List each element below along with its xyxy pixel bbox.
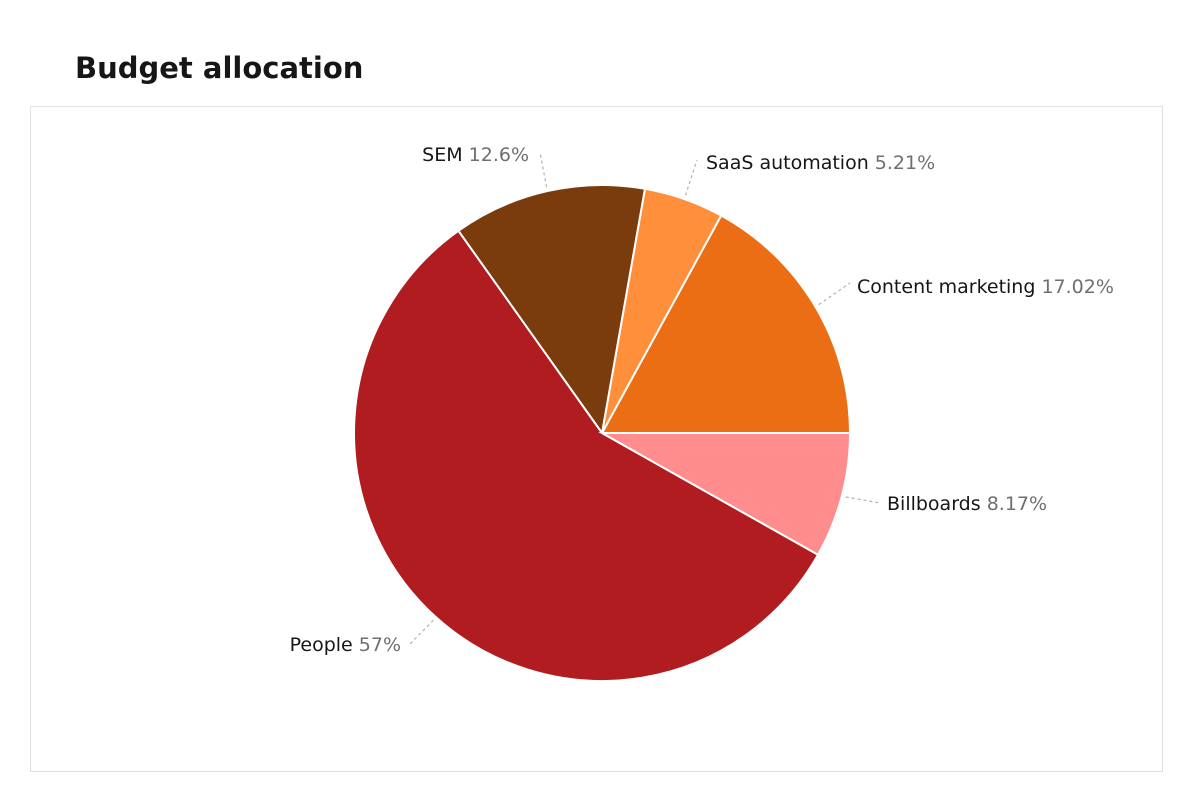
chart-title: Budget allocation	[75, 51, 364, 85]
slice-label-billboards: Billboards 8.17%	[887, 493, 1047, 515]
slice-label-name: Content marketing	[857, 276, 1041, 298]
leader-line-people	[409, 619, 434, 645]
leader-line-content-marketing	[818, 282, 851, 306]
slice-label-name: Billboards	[887, 493, 987, 515]
slice-label-name: SaaS automation	[706, 152, 875, 174]
slice-label-saas-automation: SaaS automation 5.21%	[706, 152, 935, 174]
slice-label-name: SEM	[422, 144, 469, 166]
slice-label-percent: 12.6%	[469, 144, 529, 166]
leader-lines	[409, 151, 881, 645]
slice-label-percent: 17.02%	[1041, 276, 1113, 298]
pie-slice-content-marketing[interactable]	[600, 214, 852, 434]
slice-labels: Content marketing 17.02% SaaS automation …	[290, 144, 1114, 656]
leader-line-billboards	[845, 496, 881, 504]
slice-label-people: People 57%	[290, 634, 401, 656]
slice-label-percent: 57%	[359, 634, 401, 656]
slice-label-percent: 8.17%	[987, 493, 1047, 515]
pie-slice-billboards[interactable]	[598, 432, 852, 557]
slice-label-sem: SEM 12.6%	[422, 144, 529, 166]
pie-slice-people[interactable]	[353, 229, 820, 682]
leader-line-sem	[539, 151, 548, 188]
slice-label-name: People	[290, 634, 359, 656]
pie-slices	[353, 184, 852, 682]
slice-label-percent: 5.21%	[875, 152, 935, 174]
slice-label-content-marketing: Content marketing 17.02%	[857, 276, 1114, 298]
pie-slice-sem[interactable]	[456, 184, 647, 436]
leader-line-saas-automation	[684, 159, 698, 196]
